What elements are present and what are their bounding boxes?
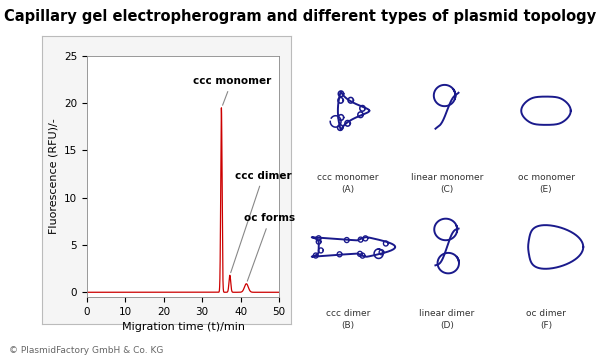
Text: linear monomer
(C): linear monomer (C) [411, 172, 483, 194]
Text: ccc dimer
(B): ccc dimer (B) [326, 309, 370, 330]
Text: © PlasmidFactory GmbH & Co. KG: © PlasmidFactory GmbH & Co. KG [9, 346, 163, 355]
Text: oc forms: oc forms [244, 213, 296, 281]
Text: Capillary gel electropherogram and different types of plasmid topology: Capillary gel electropherogram and diffe… [4, 9, 596, 24]
Y-axis label: Fluorescence (RFU)/-: Fluorescence (RFU)/- [49, 118, 58, 234]
X-axis label: Migration time (t)/min: Migration time (t)/min [121, 322, 245, 332]
Text: ccc monomer
(A): ccc monomer (A) [317, 172, 379, 194]
Text: linear dimer
(D): linear dimer (D) [419, 309, 475, 330]
Text: oc monomer
(E): oc monomer (E) [517, 172, 575, 194]
Text: ccc monomer: ccc monomer [193, 76, 271, 105]
Text: ccc dimer: ccc dimer [231, 171, 292, 273]
Text: oc dimer
(F): oc dimer (F) [526, 309, 566, 330]
